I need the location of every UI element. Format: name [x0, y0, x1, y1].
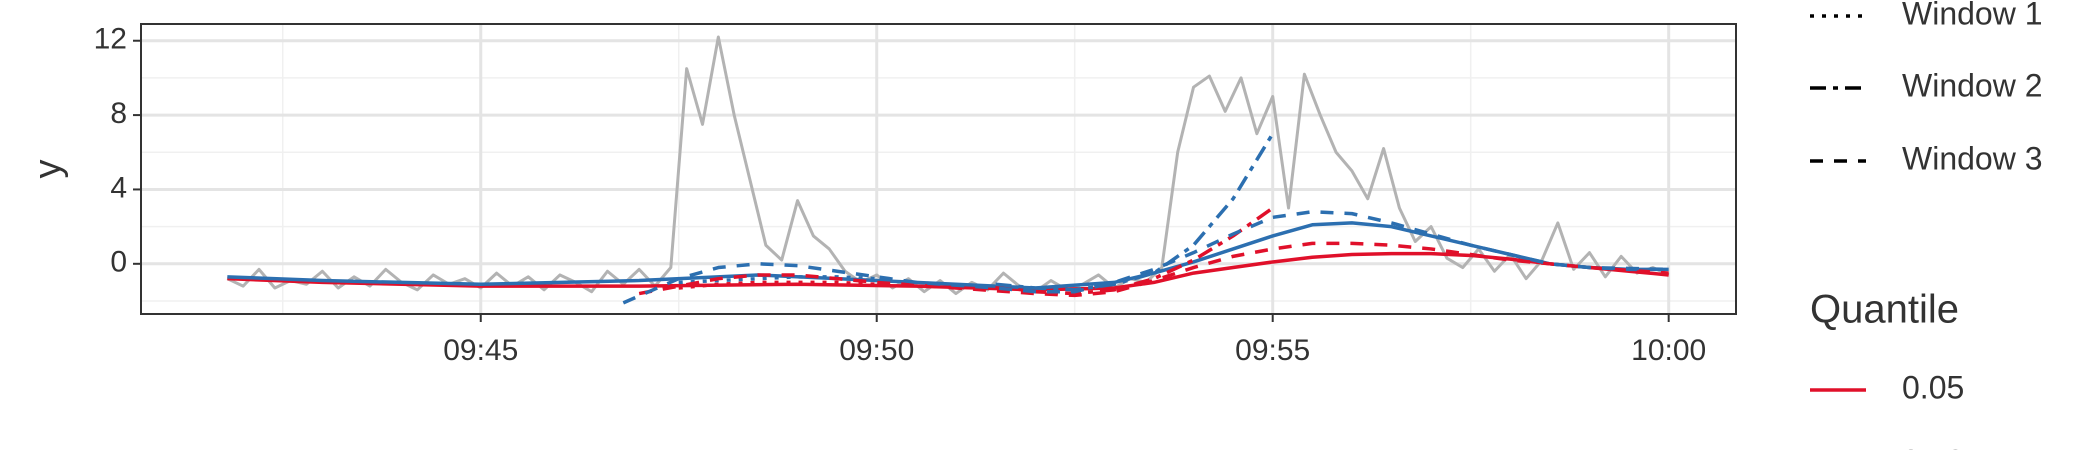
legend-label: Window 2 [1902, 67, 2043, 103]
y-tick-label: 12 [94, 23, 127, 56]
fit-line [678, 275, 877, 285]
y-tick-label: 8 [110, 97, 127, 130]
legend-label: Window 3 [1902, 140, 2043, 176]
y-tick-label: 0 [110, 246, 127, 279]
x-tick-label: 09:45 [443, 334, 518, 367]
fit-line [638, 241, 1669, 298]
x-tick-label: 09:50 [839, 334, 914, 367]
grid [141, 24, 1736, 314]
legend: Window 1 Window 2 Window 3 Quantile 0.05 0.10 [1810, 0, 2043, 450]
plot-area [226, 35, 1670, 305]
quantile-line [227, 221, 1669, 290]
fit-line [622, 210, 1669, 305]
legend-label: Window 1 [1902, 0, 2043, 31]
legend-title: Quantile [1810, 288, 1959, 332]
fit-line [678, 280, 877, 290]
legend-label: 0.10 [1902, 443, 1964, 450]
y-tick-label: 4 [110, 171, 127, 204]
panel-border [140, 23, 1737, 315]
fit-line [995, 132, 1275, 292]
x-tick-label: 09:55 [1235, 334, 1310, 367]
y-axis-label: y [27, 160, 69, 179]
legend-label: 0.05 [1902, 369, 1964, 405]
x-tick-label: 10:00 [1631, 334, 1706, 367]
fit-line [995, 206, 1274, 296]
